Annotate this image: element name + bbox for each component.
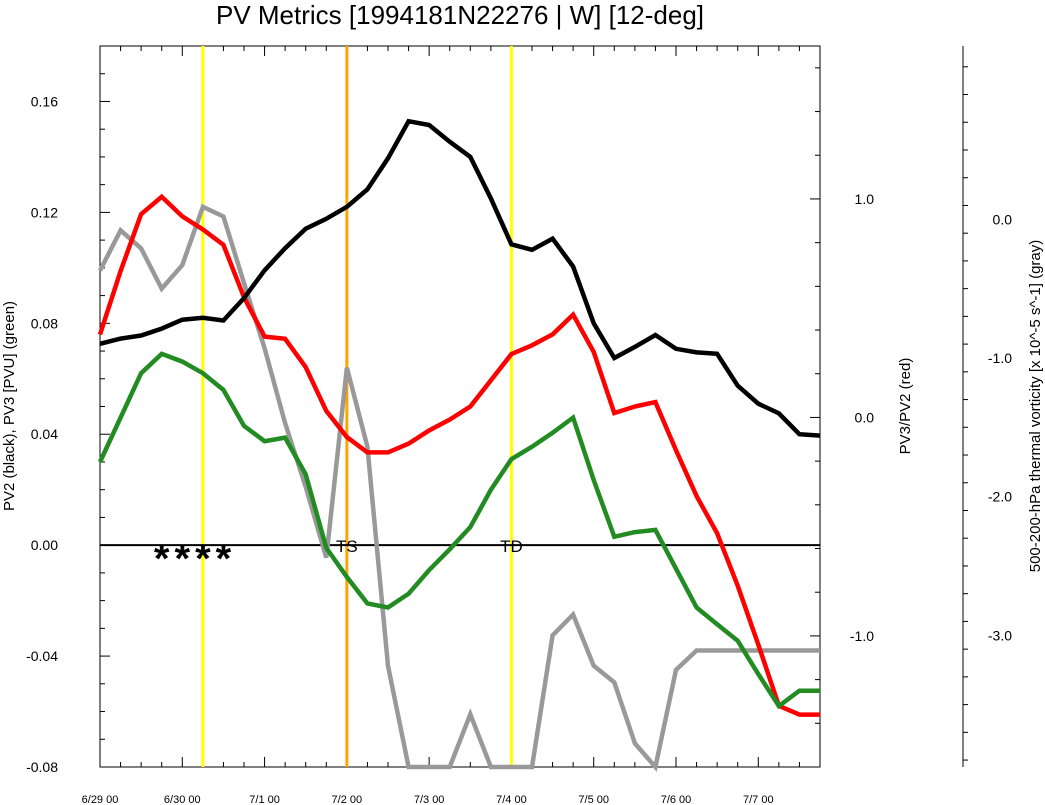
y-tick-label-left: 0.04: [31, 426, 58, 442]
chart-title: PV Metrics [1994181N22276 | W] [12-deg]: [216, 0, 704, 30]
y-axis-label-right-vorticity: 500-200-hPa thermal vorticity [x 10^-5 s…: [1027, 240, 1044, 573]
y-axis-label-right-ratio: PV3/PV2 (red): [897, 358, 914, 455]
x-tick-label: 7/3 00: [414, 794, 445, 805]
x-tick-label: 7/5 00: [578, 794, 609, 805]
star-marker: *: [174, 537, 190, 581]
y-tick-label-left: 0.16: [31, 93, 58, 109]
x-tick-label: 7/4 00: [496, 794, 527, 805]
y-tick-label-right: 0.0: [855, 409, 875, 425]
y-axis-label-left: PV2 (black), PV3 [PVU] (green): [1, 301, 18, 511]
y-tick-label-left: -0.04: [26, 648, 58, 664]
y-tick-label-left: 0.12: [31, 204, 58, 220]
plot-frame: [99, 45, 821, 768]
star-marker: *: [216, 537, 232, 581]
stage-label: TD: [500, 537, 523, 556]
series-line-thermal-vorticity: [97, 203, 820, 772]
stage-label: TS: [336, 537, 358, 556]
y-tick-label-left: -0.08: [26, 759, 58, 775]
series-line-pv3-pv2: [97, 193, 820, 717]
y-tick-label-right: 1.0: [855, 191, 875, 207]
x-tick-label: 6/30 00: [164, 794, 201, 805]
x-tick-label: 7/6 00: [661, 794, 692, 805]
y-tick-label-right: -1.0: [850, 628, 874, 644]
y-tick-label-left: 0.00: [31, 537, 58, 553]
y-tick-label-vorticity: 0.0: [993, 211, 1013, 227]
y-tick-label-left: 0.08: [31, 315, 58, 331]
series-line-pv2: [99, 118, 821, 438]
x-tick-label: 7/1 00: [249, 794, 280, 805]
star-marker: *: [195, 537, 211, 581]
y-tick-label-vorticity: -2.0: [988, 489, 1012, 505]
stage-vertical-lines: [201, 46, 513, 767]
y-tick-label-vorticity: -3.0: [988, 627, 1012, 643]
axes: 6/29 00 6/30 00 7/1 00 7/2 00 7/3 00 7/4 00 7/…: [26, 45, 1013, 805]
x-tick-label: 6/29 00: [82, 794, 119, 805]
series-lines: [97, 118, 821, 772]
x-tick-label: 7/7 00: [743, 794, 774, 805]
star-marker: *: [154, 537, 170, 581]
x-tick-label: 7/2 00: [332, 794, 363, 805]
stage-markers: * * * * TS TD: [154, 537, 523, 581]
series-line-pv3: [97, 351, 820, 710]
y-tick-label-vorticity: -1.0: [988, 350, 1012, 366]
